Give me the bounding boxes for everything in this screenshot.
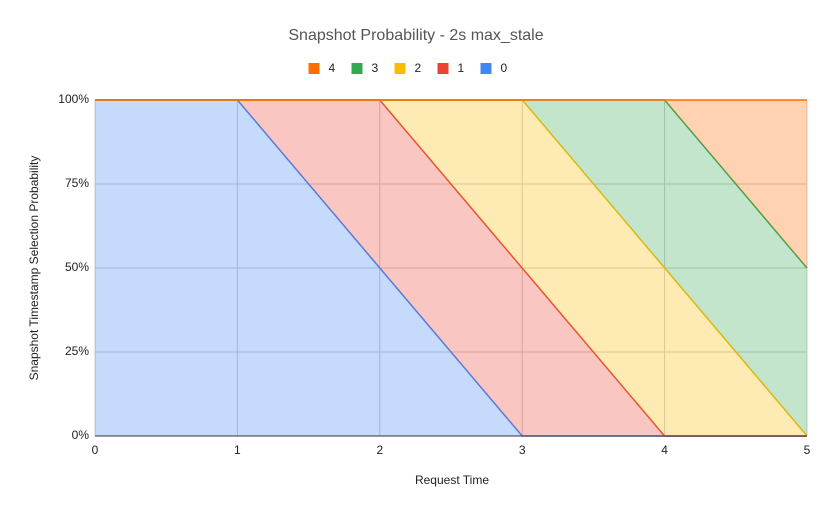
legend-swatch	[394, 63, 406, 74]
area-fill	[95, 100, 807, 436]
area-fill	[95, 100, 807, 436]
x-tick-label: 0	[92, 443, 99, 457]
area-fill	[95, 100, 807, 436]
y-tick-label: 75%	[65, 176, 89, 190]
y-tick-label: 100%	[58, 92, 89, 106]
legend-swatch	[308, 63, 320, 74]
chart-title: Snapshot Probability - 2s max_stale	[288, 27, 543, 44]
y-tick-label: 0%	[72, 428, 90, 442]
legend-swatch	[351, 63, 363, 74]
legend-label: 4	[329, 61, 336, 75]
area-fill	[95, 100, 807, 436]
legend-label: 1	[458, 61, 465, 75]
x-tick-label: 3	[519, 443, 526, 457]
area-fill	[95, 100, 807, 268]
legend-label: 2	[415, 61, 422, 75]
legend-label: 3	[372, 61, 379, 75]
x-tick-label: 1	[234, 443, 241, 457]
y-tick-label: 50%	[65, 260, 89, 274]
legend-label: 0	[501, 61, 508, 75]
x-tick-label: 2	[376, 443, 383, 457]
y-tick-label: 25%	[65, 344, 89, 358]
x-tick-label: 5	[804, 443, 811, 457]
y-axis-label: Snapshot Timestamp Selection Probability	[27, 156, 41, 381]
legend-swatch	[437, 63, 449, 74]
x-axis-label: Request Time	[415, 473, 489, 487]
legend-swatch	[480, 63, 492, 74]
x-tick-label: 4	[661, 443, 668, 457]
